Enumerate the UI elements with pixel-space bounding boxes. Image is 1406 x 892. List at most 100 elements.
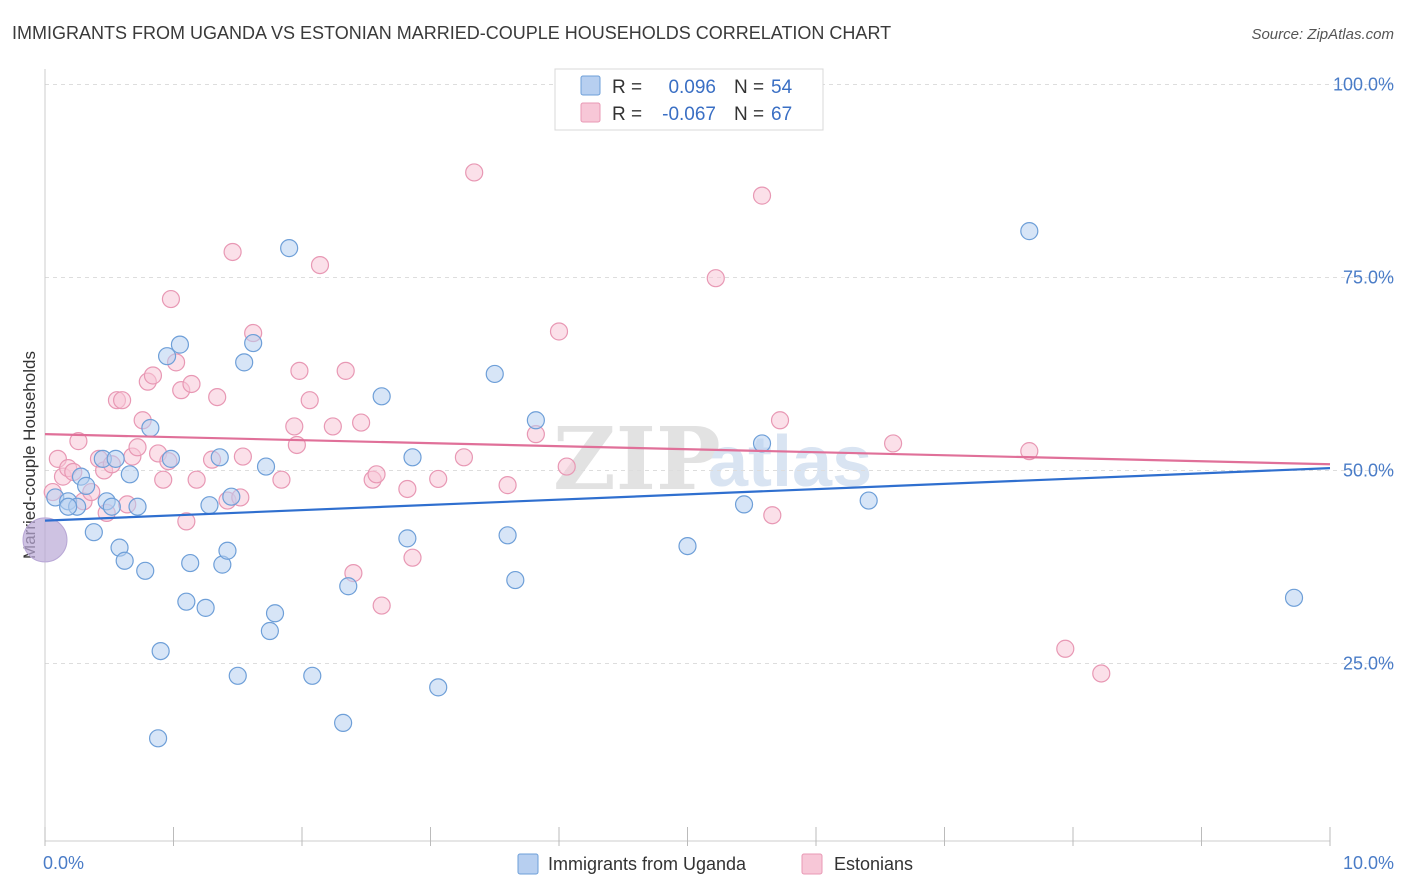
uganda-point [678,536,697,556]
estonians-point [367,465,386,484]
series-legend: Immigrants from Uganda Estonians [517,853,913,875]
estonians-point [112,391,132,410]
uganda-point [403,448,422,467]
series-uganda-points [22,222,1304,748]
uganda-point [136,561,155,580]
estonians-point [272,470,291,489]
uganda-point [106,449,125,468]
uganda-point [303,666,322,685]
series-legend-label-uganda: Immigrants from Uganda [548,854,747,874]
series-legend-label-estonians: Estonians [834,854,913,874]
estonians-point [498,476,517,495]
estonians-point [429,469,448,489]
legend-r-label: R = [612,77,642,98]
uganda-point [1284,588,1304,607]
y-axis-label: Married-couple Households [20,351,39,559]
legend-r-value: -0.067 [662,104,716,125]
uganda-point [102,497,121,516]
series-legend-swatch-estonians [801,853,823,875]
uganda-point [1020,222,1039,241]
uganda-point [228,666,247,685]
x-tick-label-max: 10.0% [1343,853,1394,873]
estonians-point [285,417,304,436]
uganda-point [256,457,276,476]
uganda-point [59,497,78,516]
estonians-point [706,269,725,288]
uganda-point [506,570,525,590]
uganda-point [485,364,504,384]
uganda-point [526,411,545,430]
legend-r-value: 0.096 [668,77,716,98]
uganda-point [734,495,754,514]
estonians-point [752,186,772,205]
legend-swatch-estonians [580,102,601,123]
uganda-point [181,553,200,573]
correlation-legend: R = 0.096 N = 54 R = -0.067 N = 67 [554,68,824,131]
uganda-point [151,641,170,661]
estonians-point [233,447,252,466]
uganda-point [210,448,229,467]
uganda-point [84,523,103,542]
uganda-point [859,491,878,510]
legend-swatch-uganda [580,75,601,96]
uganda-point [498,526,517,545]
estonians-point [310,255,330,275]
y-tick-label: 50.0% [1343,460,1394,480]
uganda-point [200,496,219,515]
estonians-point [128,438,147,457]
uganda-point [260,621,279,641]
legend-n-value: 54 [771,77,793,98]
uganda-point [157,347,177,366]
estonians-point [69,432,88,451]
estonians-point [1092,664,1111,683]
axes [44,69,1331,846]
estonians-point [763,506,782,525]
trend-line-estonians [44,433,1331,466]
estonians-point [336,361,355,380]
estonians-point [403,548,422,567]
uganda-point [218,541,237,560]
estonians-point [557,457,576,476]
uganda-point [128,497,147,516]
y-tick-label: 25.0% [1343,653,1394,673]
estonians-point [549,322,569,341]
estonians-point [208,388,227,407]
legend-n-label: N = [734,104,764,125]
uganda-point [372,387,391,406]
estonians-point [154,470,173,489]
legend-n-label: N = [734,77,764,98]
gridlines [45,83,1394,664]
uganda-point [222,487,241,506]
uganda-point [235,353,254,372]
uganda-point [170,335,190,354]
estonians-point [352,413,371,432]
estonians-point [1020,442,1039,461]
estonians-point [187,470,206,489]
uganda-point [280,239,299,258]
estonians-point [883,434,903,453]
uganda-point [120,465,139,484]
chart-source: Source: ZipAtlas.com [1251,26,1394,43]
uganda-point [244,333,263,353]
uganda-point [141,418,160,438]
chart-title: IMMIGRANTS FROM UGANDA VS ESTONIAN MARRI… [12,23,891,43]
uganda-point [398,529,417,548]
trend-line-uganda [44,467,1331,522]
estonians-point [177,512,196,531]
uganda-point [148,729,168,748]
y-tick-label: 75.0% [1343,267,1394,287]
estonians-point [182,374,201,394]
uganda-point [115,551,134,570]
estonians-point [161,289,181,309]
watermark: ZIP atlas [553,409,872,510]
uganda-point [339,577,358,596]
estonians-point [398,479,417,499]
series-legend-swatch-uganda [517,853,539,875]
uganda-point [334,713,353,732]
legend-r-label: R = [612,104,642,125]
uganda-point [429,678,448,697]
uganda-point [752,434,772,453]
estonians-point [223,242,242,262]
estonians-point [300,391,319,410]
